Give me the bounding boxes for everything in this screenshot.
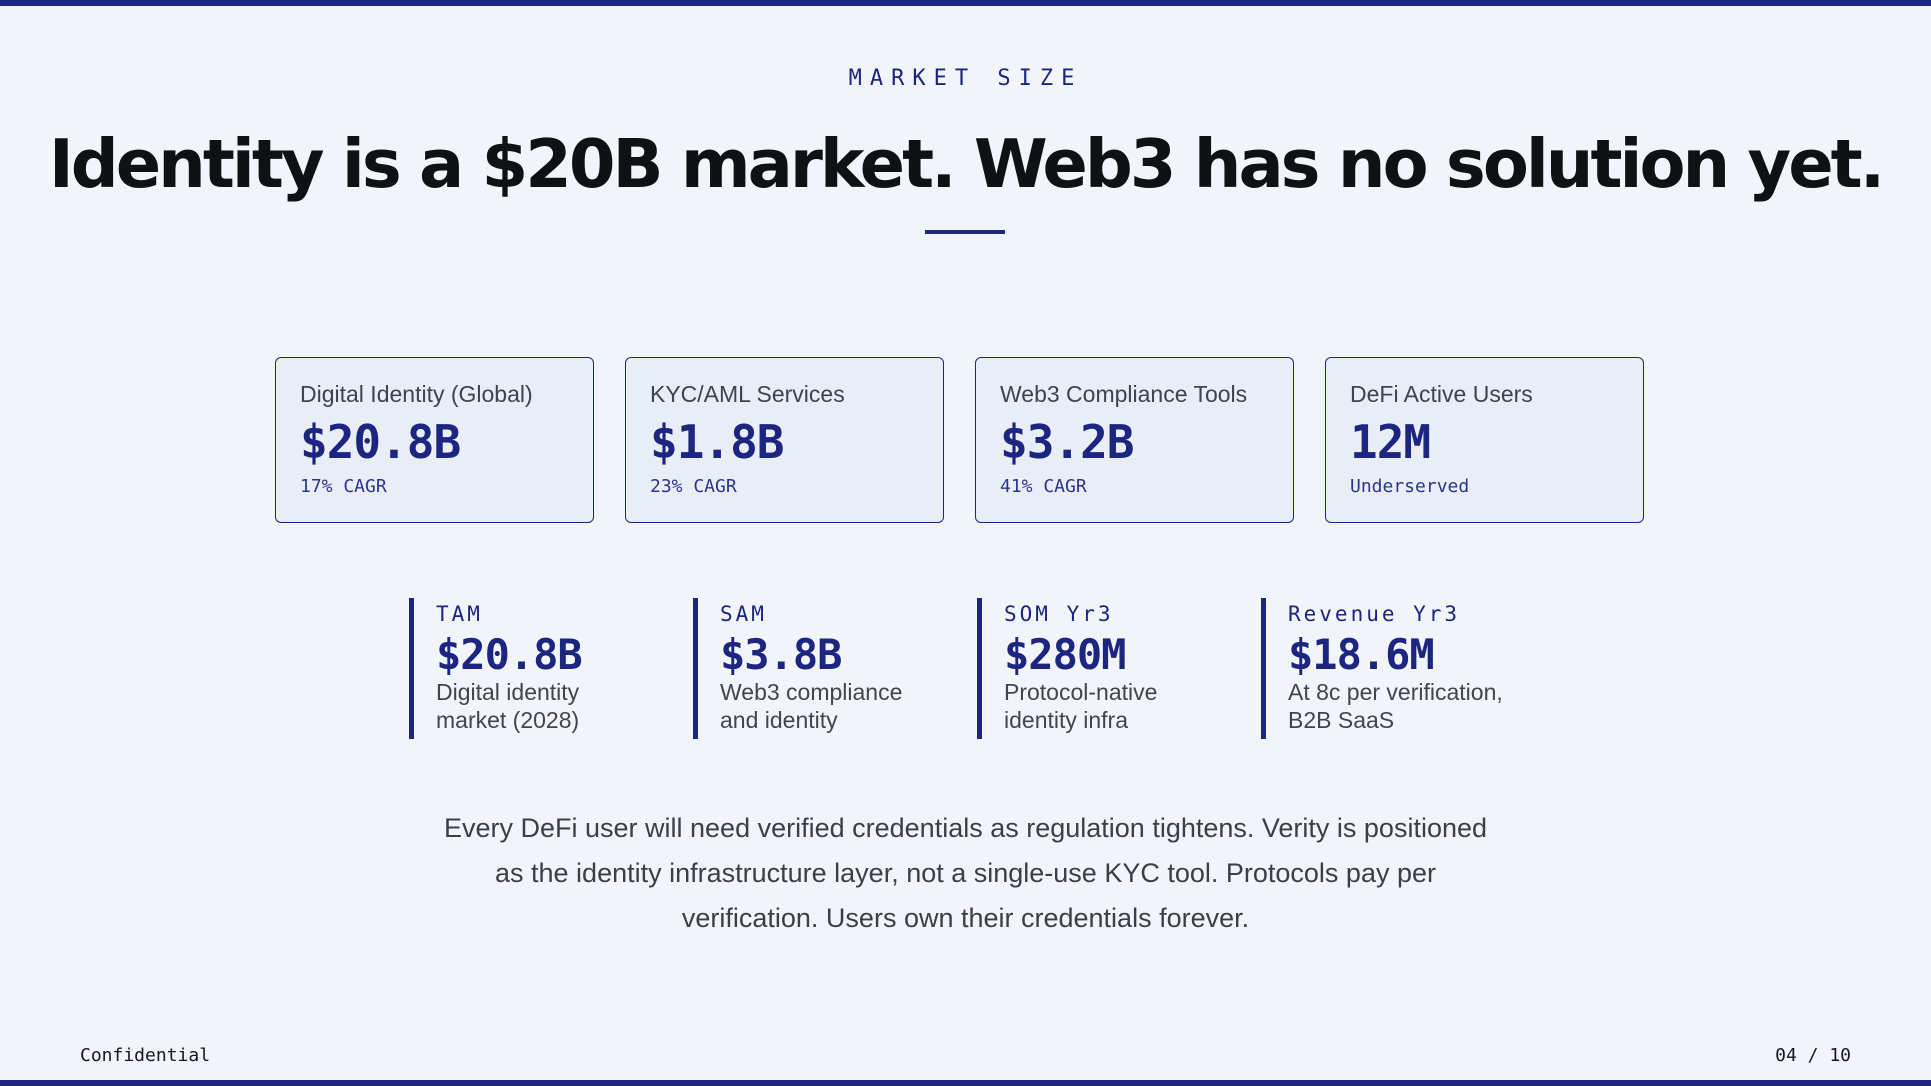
market-card-defi-users: DeFi Active Users 12M Underserved: [1325, 357, 1644, 523]
card-label: Digital Identity (Global): [300, 381, 533, 407]
card-label: KYC/AML Services: [650, 381, 845, 407]
slide-title: Identity is a $20B market. Web3 has no s…: [48, 125, 1885, 203]
title-divider: [925, 230, 1005, 234]
metric-description: Protocol-native identity infra: [1004, 679, 1158, 733]
card-note: 41% CAGR: [1000, 476, 1087, 497]
card-label: Web3 Compliance Tools: [1000, 381, 1248, 407]
metric-value: $18.6M: [1288, 630, 1435, 679]
metric-tam: TAM $20.8B Digital identity market (2028…: [409, 598, 693, 739]
metric-value: $20.8B: [436, 630, 583, 679]
metric-label: Revenue Yr3: [1288, 602, 1461, 626]
page-number: 04 / 10: [1775, 1045, 1851, 1066]
card-value: $1.8B: [650, 415, 784, 469]
metric-value: $3.8B: [720, 630, 842, 679]
metric-description: At 8c per verification, B2B SaaS: [1288, 679, 1503, 733]
card-note: 17% CAGR: [300, 476, 387, 497]
market-cards: Digital Identity (Global) $20.8B 17% CAG…: [275, 357, 1644, 523]
market-card-kyc-aml: KYC/AML Services $1.8B 23% CAGR: [625, 357, 944, 523]
summary-paragraph: Every DeFi user will need verified crede…: [443, 813, 1488, 933]
card-note: Underserved: [1350, 476, 1470, 497]
card-value: $20.8B: [300, 415, 461, 469]
metric-label: SOM Yr3: [1004, 602, 1114, 626]
market-card-digital-identity: Digital Identity (Global) $20.8B 17% CAG…: [275, 357, 594, 523]
bottom-accent-bar: [0, 1080, 1931, 1086]
metric-description: Digital identity market (2028): [436, 679, 580, 733]
metric-som: SOM Yr3 $280M Protocol-native identity i…: [977, 598, 1261, 739]
card-label: DeFi Active Users: [1350, 381, 1533, 407]
card-note: 23% CAGR: [650, 476, 737, 497]
section-eyebrow: MARKET SIZE: [848, 66, 1083, 91]
top-accent-bar: [0, 0, 1931, 6]
metric-revenue: Revenue Yr3 $18.6M At 8c per verificatio…: [1261, 598, 1545, 739]
metric-description: Web3 compliance and identity: [720, 679, 903, 733]
market-card-web3-compliance: Web3 Compliance Tools $3.2B 41% CAGR: [975, 357, 1294, 523]
metric-value: $280M: [1004, 630, 1126, 679]
card-value: 12M: [1350, 415, 1431, 469]
card-value: $3.2B: [1000, 415, 1134, 469]
metric-sam: SAM $3.8B Web3 compliance and identity: [693, 598, 977, 739]
market-sizing-metrics: TAM $20.8B Digital identity market (2028…: [409, 598, 1545, 739]
metric-label: TAM: [436, 602, 483, 626]
metric-label: SAM: [720, 602, 767, 626]
confidential-label: Confidential: [80, 1045, 211, 1066]
